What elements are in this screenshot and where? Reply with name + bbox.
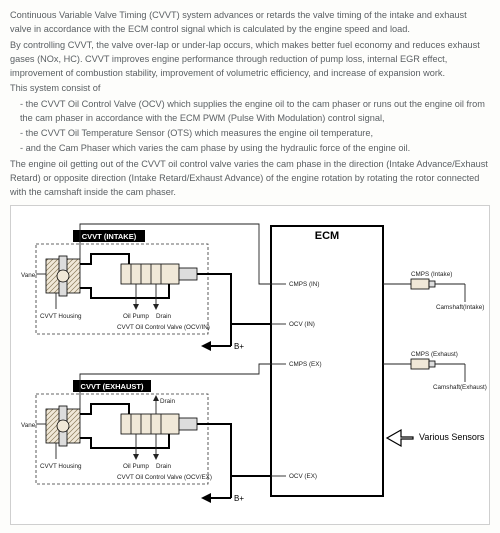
- sig-ocv-in: OCV (IN): [289, 321, 315, 328]
- ecm-box: [271, 226, 383, 496]
- system-diagram: ECM CMPS (IN) OCV (IN) CMPS (EX) OCV (EX…: [10, 205, 490, 525]
- various-sensors-arrow: [387, 430, 413, 446]
- desc-p2: By controlling CVVT, the valve over-lap …: [10, 38, 490, 81]
- oil-pump-in: Oil Pump: [123, 313, 149, 320]
- drain-ex: Drain: [156, 463, 172, 470]
- various-sensors-label: Various Sensors: [419, 432, 485, 442]
- sig-cmps-in: CMPS (IN): [289, 281, 319, 288]
- cvvt-housing-ex: CVVT Housing: [40, 463, 82, 470]
- vane-label-ex: Vane: [21, 422, 36, 429]
- desc-b2: - the CVVT Oil Temperature Sensor (OTS) …: [10, 126, 490, 140]
- vane-label-in: Vane: [21, 272, 36, 279]
- desc-b3: - and the Cam Phaser which varies the ca…: [10, 141, 490, 155]
- diagram-svg: ECM CMPS (IN) OCV (IN) CMPS (EX) OCV (EX…: [11, 206, 491, 526]
- camshaft-exhaust-label: Camshaft(Exhaust): [433, 384, 487, 391]
- ocv-ex-label: CVVT Oil Control Valve (OCV/EX): [117, 474, 212, 481]
- desc-p3: This system consist of: [10, 81, 490, 95]
- oil-pump-ex: Oil Pump: [123, 463, 149, 470]
- tag-exhaust: CVVT (EXHAUST): [81, 382, 144, 391]
- desc-p1: Continuous Variable Valve Timing (CVVT) …: [10, 8, 490, 37]
- desc-p4: The engine oil getting out of the CVVT o…: [10, 157, 490, 200]
- cvvt-housing-in: CVVT Housing: [40, 313, 82, 320]
- cmps-exhaust-label: CMPS (Exhaust): [411, 351, 458, 358]
- drain-in: Drain: [156, 313, 172, 320]
- ecm-title: ECM: [315, 230, 339, 242]
- bplus-ex: B+: [234, 494, 244, 503]
- cvvt-intake-unit: CVVT (INTAKE) Vane CVVT Housing Oil Pump…: [21, 230, 271, 351]
- cmps-intake-label: CMPS (Intake): [411, 271, 452, 278]
- desc-b1: - the CVVT Oil Control Valve (OCV) which…: [10, 97, 490, 126]
- ocv-in-label: CVVT Oil Control Valve (OCV/IN): [117, 324, 210, 331]
- sig-cmps-ex: CMPS (EX): [289, 361, 322, 368]
- description-block: Continuous Variable Valve Timing (CVVT) …: [10, 8, 490, 199]
- sig-ocv-ex: OCV (EX): [289, 473, 317, 480]
- drain-ex-top: Drain: [160, 398, 176, 405]
- tag-intake: CVVT (INTAKE): [82, 232, 137, 241]
- bplus-in: B+: [234, 342, 244, 351]
- cvvt-exhaust-unit: CVVT (EXHAUST) Vane CVVT Housing Drain O…: [21, 380, 271, 503]
- camshaft-intake-label: Camshaft(Intake): [436, 304, 484, 311]
